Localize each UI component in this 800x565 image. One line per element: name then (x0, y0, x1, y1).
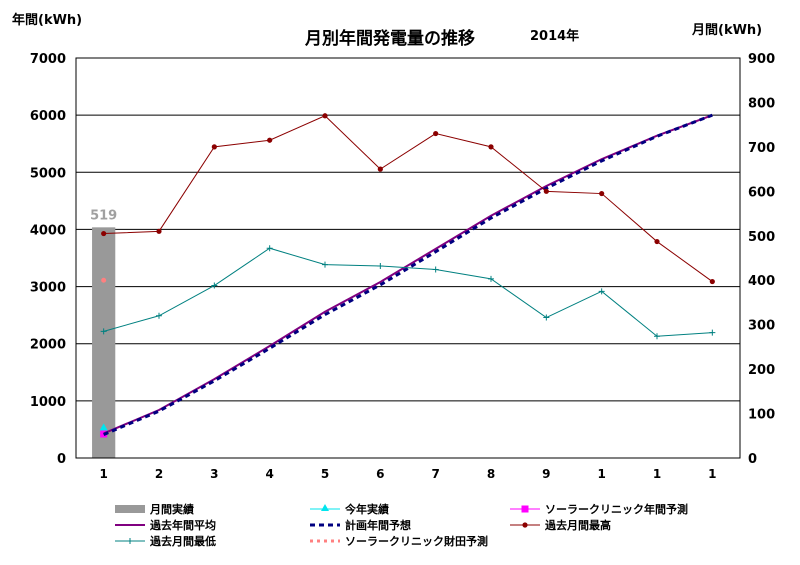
data-point (543, 188, 549, 194)
legend-marker (522, 522, 528, 528)
series-line (103, 113, 713, 436)
right-tick-label: 800 (748, 96, 775, 111)
right-axis-label: 月間(kWh) (691, 23, 762, 38)
legend-label: 過去月間最高 (544, 518, 611, 532)
legend-item: 今年実績 (310, 502, 389, 516)
legend-label: 過去年間平均 (149, 518, 216, 532)
left-axis-label: 年間(kWh) (12, 12, 82, 28)
left-tick-label: 1000 (30, 395, 66, 410)
legend-item: 過去月間最高 (510, 518, 611, 532)
right-tick-label: 300 (748, 319, 775, 334)
bar (92, 227, 116, 458)
data-point (709, 278, 715, 285)
data-point (156, 228, 162, 234)
legend-item: 計画年間予想 (310, 518, 411, 532)
data-point (99, 423, 108, 431)
left-tick-label: 4000 (30, 223, 66, 238)
right-tick-label: 100 (748, 408, 775, 423)
data-point (543, 314, 550, 321)
data-point (598, 288, 605, 295)
left-tick-label: 2000 (30, 338, 66, 353)
x-tick-label: 2 (155, 467, 163, 481)
right-tick-label: 0 (748, 452, 757, 467)
x-tick-label: 1 (99, 467, 107, 481)
data-point (100, 328, 107, 335)
plot-border (75, 57, 741, 459)
chart-title: 月別年間発電量の推移 (304, 28, 475, 49)
data-point (156, 312, 162, 319)
data-point (432, 266, 439, 273)
x-tick-label: 1 (708, 467, 716, 481)
data-point (322, 261, 328, 268)
data-point (377, 263, 384, 269)
x-tick-label: 5 (321, 467, 329, 481)
x-tick-label: 4 (265, 467, 273, 481)
bar-data-label: 519 (90, 208, 117, 223)
legend-swatch (115, 505, 145, 513)
axis-layer: 0 1000 2000 3000 4000 5000 6000 7000 0 100 200 300 4… (30, 52, 775, 481)
x-tick-label: 9 (542, 467, 550, 481)
data-point (267, 137, 273, 143)
bar-layer: 519 (90, 208, 117, 458)
legend-label: ソーラークリニック年間予測 (545, 502, 688, 516)
legend-label: 過去月間最低 (149, 534, 216, 548)
right-tick-label: 400 (748, 274, 775, 289)
x-tick-label: 6 (376, 467, 384, 481)
data-point (599, 190, 605, 197)
chart-subtitle: 2014年 (530, 28, 579, 44)
data-point (709, 329, 716, 336)
left-tick-label: 5000 (30, 166, 66, 181)
legend-label: 今年実績 (344, 502, 389, 516)
data-point (488, 275, 494, 282)
data-point (654, 333, 660, 340)
legend-marker (521, 505, 529, 513)
grid-layer (76, 57, 740, 459)
data-point (211, 144, 217, 150)
left-tick-label: 7000 (30, 52, 66, 67)
x-tick-label: 1 (653, 467, 661, 481)
legend-item: 過去月間最低 (115, 534, 216, 548)
right-tick-label: 600 (748, 185, 775, 200)
x-tick-label: 1 (597, 467, 605, 481)
data-point (211, 282, 218, 289)
left-tick-label: 0 (57, 452, 66, 467)
data-point (654, 238, 660, 245)
right-tick-label: 500 (748, 230, 775, 245)
data-point (266, 245, 273, 252)
x-tick-label: 3 (210, 467, 218, 481)
legend-item: ソーラークリニック財田予測 (310, 534, 488, 548)
legend-marker (127, 538, 133, 544)
left-tick-label: 3000 (30, 281, 66, 296)
legend-marker (321, 504, 329, 511)
legend-item: 月間実績 (115, 502, 194, 516)
line-layer (99, 113, 716, 438)
right-tick-label: 200 (748, 363, 775, 378)
legend-label: 月間実績 (149, 502, 194, 516)
right-tick-label: 700 (748, 141, 775, 156)
series-line (103, 115, 713, 282)
right-tick-label: 900 (748, 52, 775, 67)
x-tick-label: 7 (431, 467, 439, 481)
data-point (377, 166, 383, 172)
legend-label: 計画年間予想 (345, 518, 411, 532)
data-point (488, 144, 494, 150)
x-tick-label: 8 (487, 467, 495, 481)
data-point (322, 113, 328, 119)
legend-item: 過去年間平均 (115, 518, 216, 532)
series-line (103, 247, 713, 337)
data-point (101, 230, 107, 237)
legend-label: ソーラークリニック財田予測 (345, 534, 488, 548)
legend-item: ソーラークリニック年間予測 (510, 502, 688, 516)
left-tick-label: 6000 (30, 109, 66, 124)
data-point (101, 277, 107, 283)
series-line (103, 114, 713, 435)
data-point (433, 130, 439, 137)
